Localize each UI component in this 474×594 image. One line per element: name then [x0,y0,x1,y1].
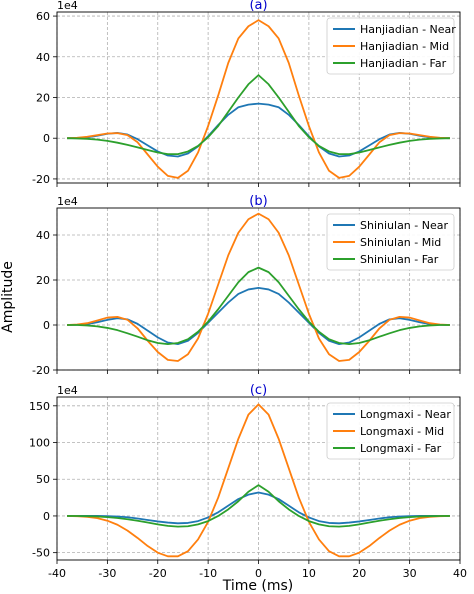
legend-label: Longmaxi - Near [360,408,451,421]
x-tick-label: 10 [302,567,316,580]
series-line-mid [67,212,450,362]
x-tick-label: -10 [199,567,217,580]
legend-label: Shiniulan - Far [360,253,439,266]
y-multiplier-label: 1e4 [57,384,78,397]
figure-ylabel: Amplitude [0,261,16,333]
y-tick-label: 40 [36,51,50,64]
y-tick-label: -50 [32,547,50,560]
y-multiplier-label: 1e4 [57,0,78,12]
series-line-near [67,491,450,525]
y-tick-label: -20 [32,173,50,186]
y-tick-label: 0 [43,319,50,332]
y-tick-label: 50 [36,473,50,486]
legend-box [326,402,455,460]
legend-box [326,17,455,75]
y-tick-label: 20 [36,274,50,287]
plot-frame [56,207,461,371]
x-tick-label: 0 [255,567,262,580]
y-tick-label: 150 [29,400,50,413]
x-tick-label: 30 [403,567,417,580]
y-multiplier-label: 1e4 [57,195,78,208]
legend-label: Shiniulan - Mid [360,236,441,249]
series-line-far [67,266,450,346]
series-line-near [67,102,450,158]
y-tick-label: -20 [32,364,50,377]
chart-title: (a) [249,0,267,13]
legend-label: Longmaxi - Far [360,442,442,455]
legend-label: Shiniulan - Near [360,219,448,232]
x-tick-label: -40 [48,567,66,580]
legend-label: Hanjiadian - Mid [360,40,449,53]
y-tick-label: 0 [43,510,50,523]
legend-label: Hanjiadian - Far [360,57,447,70]
legend-label: Hanjiadian - Near [360,23,456,36]
series-line-mid [67,403,450,558]
series-line-far [67,74,450,155]
series-line-near [67,286,450,346]
y-tick-label: 20 [36,92,50,105]
y-tick-label: 60 [36,10,50,23]
y-tick-label: 40 [36,229,50,242]
series-line-far [67,484,450,528]
x-tick-label: 40 [453,567,467,580]
legend-label: Longmaxi - Mid [360,425,444,438]
y-tick-label: 0 [43,132,50,145]
x-tick-label: -30 [98,567,116,580]
plot-frame [56,11,461,184]
legend-box [326,213,455,271]
y-tick-label: 100 [29,437,50,450]
x-tick-label: 20 [352,567,366,580]
plot-frame [56,396,461,561]
chart-title: (b) [249,194,267,209]
series-line-mid [67,19,450,179]
figure-xlabel: Time (ms) [222,578,294,594]
chart-title: (c) [250,383,267,398]
x-tick-label: -20 [149,567,167,580]
